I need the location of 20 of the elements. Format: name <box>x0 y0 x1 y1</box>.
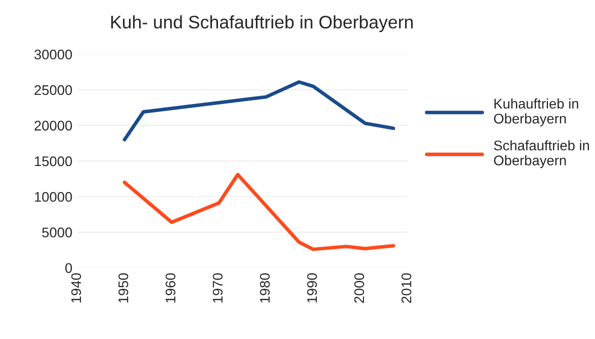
x-tick-label: 1990 <box>307 273 317 303</box>
y-tick-label: 10000 <box>34 192 72 202</box>
legend-label: Kuhauftrieb in Oberbayern <box>494 98 578 126</box>
y-tick-label: 15000 <box>34 156 72 166</box>
y-tick-label: 0 <box>65 263 72 273</box>
x-tick-label: 1950 <box>118 273 128 303</box>
y-tick-label: 25000 <box>34 85 72 96</box>
y-tick-label: 5000 <box>42 228 72 238</box>
chart-title: Kuh- und Schafauftrieb in Oberbayern <box>111 15 413 32</box>
x-tick-label: 1940 <box>71 273 82 303</box>
legend-label: Schafauftrieb in Oberbayern <box>494 140 589 168</box>
y-tick-label: 30000 <box>34 50 72 60</box>
x-tick-label: 1970 <box>212 273 223 303</box>
x-tick-label: 1960 <box>166 273 176 303</box>
x-tick-label: 1980 <box>260 273 270 303</box>
line-series <box>122 172 396 252</box>
y-tick-label: 20000 <box>34 120 72 131</box>
line-series <box>122 80 396 142</box>
x-tick-label: 2000 <box>354 273 364 303</box>
x-tick-label: 2010 <box>401 273 412 303</box>
